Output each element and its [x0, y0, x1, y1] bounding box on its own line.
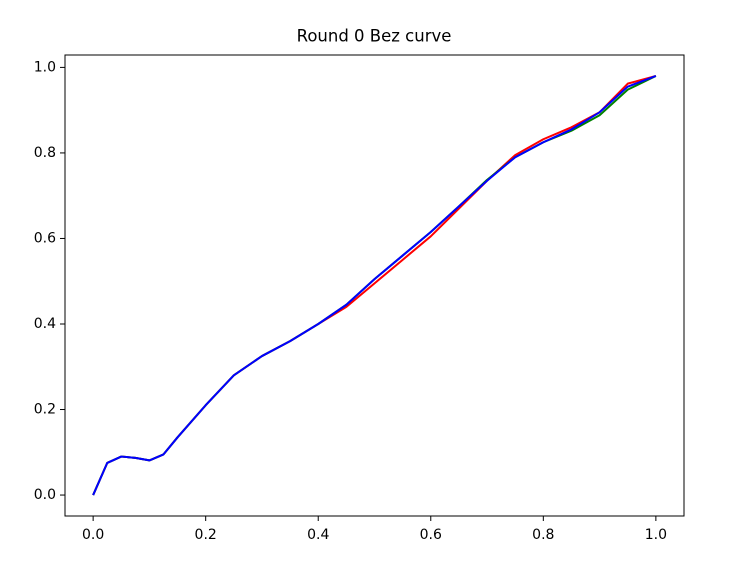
y-tick-label: 0.8	[34, 145, 56, 161]
y-tick-label: 1.0	[34, 59, 56, 75]
y-tick-label: 0.2	[34, 402, 56, 418]
x-tick-label: 0.2	[195, 527, 217, 543]
plot-frame	[64, 54, 685, 517]
x-tick-label: 0.0	[82, 527, 104, 543]
x-tick-label: 0.4	[307, 527, 329, 543]
x-tick-label: 0.6	[420, 527, 442, 543]
x-tick-label: 1.0	[645, 527, 667, 543]
line-series	[92, 75, 657, 496]
y-tick-label: 0.0	[34, 487, 56, 503]
y-tick-label: 0.6	[34, 230, 56, 246]
chart-title: Round 0 Bez curve	[297, 27, 452, 46]
x-tick-label: 0.8	[532, 527, 554, 543]
y-tick-label: 0.4	[34, 316, 56, 332]
